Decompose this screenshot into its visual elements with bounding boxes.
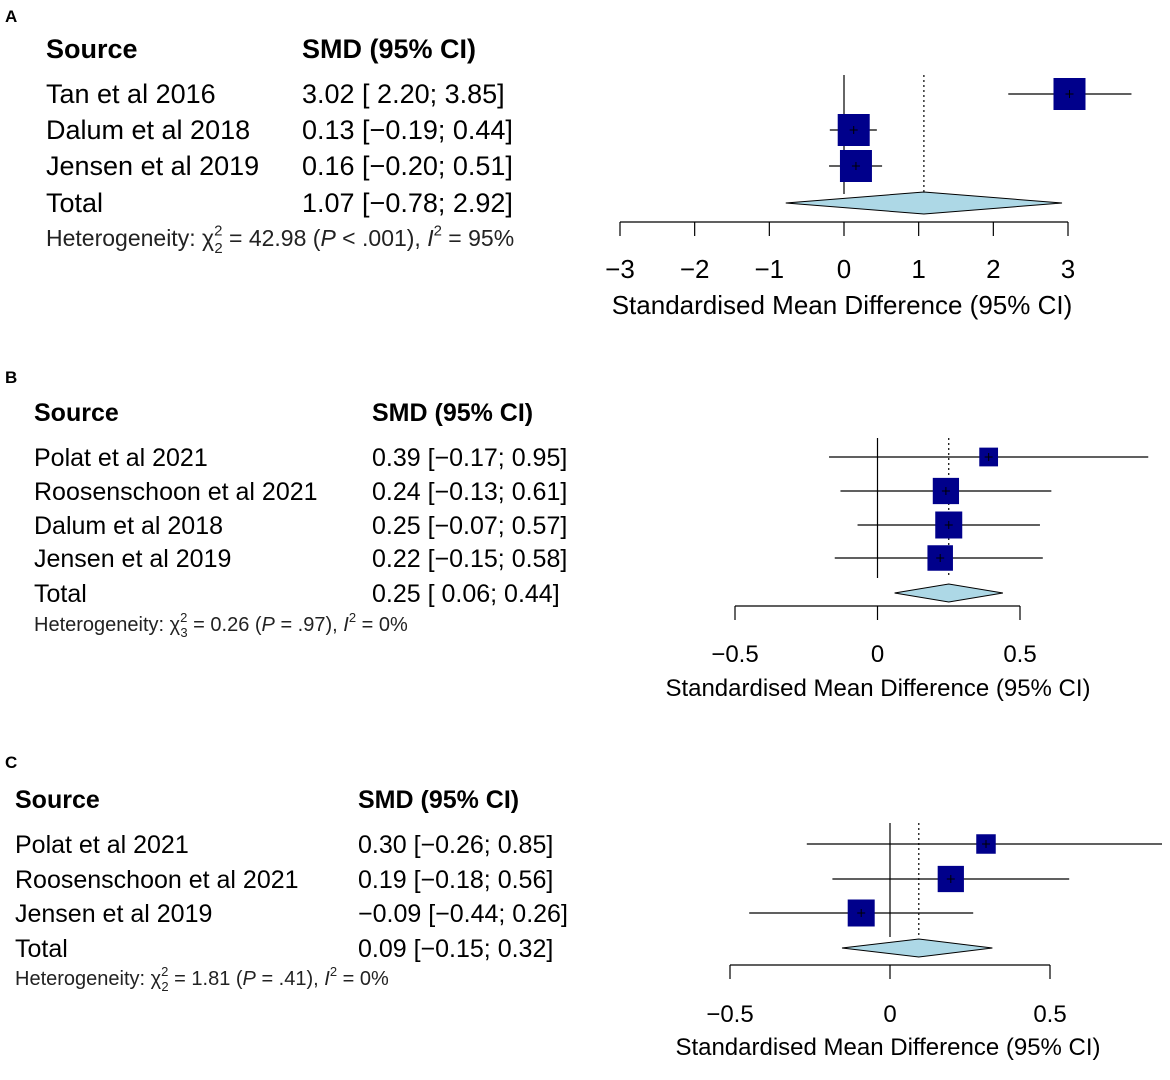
panel-label: A bbox=[5, 7, 17, 26]
het-chi: χ bbox=[151, 968, 162, 990]
het-df-subscript: 3 bbox=[180, 625, 187, 640]
het-chi: χ bbox=[202, 225, 214, 251]
study-ci-text: 0.30 [−0.26; 0.85] bbox=[358, 831, 553, 859]
het-i-letter: I bbox=[343, 614, 349, 636]
total-label: Total bbox=[15, 935, 68, 963]
study-source-label: Roosenschoon et al 2021 bbox=[15, 866, 299, 894]
het-i-text: = 0% bbox=[356, 614, 408, 636]
study-ci-text: 0.22 [−0.15; 0.58] bbox=[372, 545, 567, 573]
het-i-superscript: 2 bbox=[349, 610, 356, 625]
het-i-superscript: 2 bbox=[330, 964, 337, 979]
het-stat: = 1.81 ( bbox=[169, 968, 243, 990]
header-source: Source bbox=[34, 399, 119, 427]
het-stat: = 42.98 ( bbox=[223, 225, 321, 251]
pooled-diamond bbox=[894, 583, 1003, 603]
x-axis-title: Standardised Mean Difference (95% CI) bbox=[665, 675, 1090, 702]
total-label: Total bbox=[34, 580, 87, 608]
study-source-label: Tan et al 2016 bbox=[46, 79, 216, 109]
het-p-text: = .97), bbox=[275, 614, 343, 636]
study-source-label: Jensen et al 2019 bbox=[15, 900, 212, 928]
study-source-label: Jensen et al 2019 bbox=[46, 151, 259, 181]
heterogeneity-text: Heterogeneity: χ2 2 = 1.81 (P = .41), I2 … bbox=[15, 964, 389, 994]
het-stat: = 0.26 ( bbox=[188, 614, 262, 636]
het-df-subscript: 2 bbox=[161, 979, 168, 994]
forest-panel-b: B Source SMD (95% CI) Polat et al 2021 0.39 … bbox=[5, 368, 1149, 702]
header-source: Source bbox=[46, 34, 138, 64]
total-ci-text: 0.09 [−0.15; 0.32] bbox=[358, 935, 553, 963]
het-i-letter: I bbox=[427, 225, 434, 251]
forest-panel-c: C Source SMD (95% CI) Polat et al 2021 0.30 … bbox=[5, 753, 1162, 1061]
x-tick-label: 0 bbox=[883, 1001, 896, 1028]
x-tick-label: 0 bbox=[871, 641, 884, 668]
x-tick-label: −1 bbox=[755, 254, 785, 284]
het-p-text: = .41), bbox=[256, 968, 324, 990]
study-ci-text: 0.16 [−0.20; 0.51] bbox=[302, 151, 513, 181]
total-label: Total bbox=[46, 188, 103, 218]
study-ci-text: 3.02 [ 2.20; 3.85] bbox=[302, 79, 505, 109]
header-estimate: SMD (95% CI) bbox=[372, 399, 533, 427]
het-i-text: = 95% bbox=[442, 225, 514, 251]
study-ci-text: 0.39 [−0.17; 0.95] bbox=[372, 444, 567, 472]
study-ci-text: 0.13 [−0.19; 0.44] bbox=[302, 115, 513, 145]
x-tick-label: −0.5 bbox=[706, 1001, 753, 1028]
x-tick-label: 2 bbox=[986, 254, 1000, 284]
pooled-diamond bbox=[841, 938, 993, 958]
study-source-label: Roosenschoon et al 2021 bbox=[34, 478, 318, 506]
study-source-label: Dalum et al 2018 bbox=[34, 512, 223, 540]
study-source-label: Jensen et al 2019 bbox=[34, 545, 231, 573]
het-p-letter: P bbox=[320, 225, 336, 251]
panel-label: C bbox=[5, 753, 17, 772]
study-source-label: Polat et al 2021 bbox=[15, 831, 189, 859]
study-ci-text: 0.25 [−0.07; 0.57] bbox=[372, 512, 567, 540]
het-label: Heterogeneity: bbox=[34, 614, 170, 636]
heterogeneity-text: Heterogeneity: χ2 2 = 42.98 (P < .001), I… bbox=[46, 223, 514, 257]
heterogeneity-text: Heterogeneity: χ2 3 = 0.26 (P = .97), I2 … bbox=[34, 610, 408, 640]
het-chi-superscript: 2 bbox=[180, 610, 187, 625]
panel-label: B bbox=[5, 368, 17, 387]
forest-panel-a: A Source SMD (95% CI) Tan et al 2016 3.02 [ … bbox=[5, 7, 1132, 320]
header-source: Source bbox=[15, 786, 100, 814]
x-tick-label: −2 bbox=[680, 254, 710, 284]
x-tick-label: 1 bbox=[911, 254, 925, 284]
x-tick-label: −3 bbox=[605, 254, 635, 284]
x-axis-title: Standardised Mean Difference (95% CI) bbox=[675, 1034, 1100, 1061]
het-p-letter: P bbox=[243, 968, 257, 990]
pooled-diamond bbox=[785, 191, 1063, 215]
study-source-label: Polat et al 2021 bbox=[34, 444, 208, 472]
het-p-text: < .001), bbox=[336, 225, 427, 251]
study-ci-text: 0.19 [−0.18; 0.56] bbox=[358, 866, 553, 894]
het-label: Heterogeneity: bbox=[46, 225, 202, 251]
total-ci-text: 0.25 [ 0.06; 0.44] bbox=[372, 580, 560, 608]
study-source-label: Dalum et al 2018 bbox=[46, 115, 250, 145]
x-tick-label: 3 bbox=[1061, 254, 1075, 284]
het-chi: χ bbox=[170, 614, 181, 636]
het-i-text: = 0% bbox=[337, 968, 389, 990]
header-estimate: SMD (95% CI) bbox=[302, 34, 476, 64]
x-tick-label: 0 bbox=[837, 254, 851, 284]
x-axis-title: Standardised Mean Difference (95% CI) bbox=[612, 290, 1073, 320]
header-estimate: SMD (95% CI) bbox=[358, 786, 519, 814]
het-chi-superscript: 2 bbox=[214, 223, 222, 240]
het-i-superscript: 2 bbox=[434, 223, 442, 240]
study-ci-text: 0.24 [−0.13; 0.61] bbox=[372, 478, 567, 506]
total-ci-text: 1.07 [−0.78; 2.92] bbox=[302, 188, 513, 218]
x-tick-label: 0.5 bbox=[1033, 1001, 1066, 1028]
study-ci-text: −0.09 [−0.44; 0.26] bbox=[358, 900, 568, 928]
het-i-letter: I bbox=[324, 968, 330, 990]
x-tick-label: 0.5 bbox=[1003, 641, 1036, 668]
x-tick-label: −0.5 bbox=[711, 641, 758, 668]
het-label: Heterogeneity: bbox=[15, 968, 151, 990]
het-chi-superscript: 2 bbox=[161, 964, 168, 979]
het-p-letter: P bbox=[262, 614, 276, 636]
het-df-subscript: 2 bbox=[214, 240, 222, 257]
